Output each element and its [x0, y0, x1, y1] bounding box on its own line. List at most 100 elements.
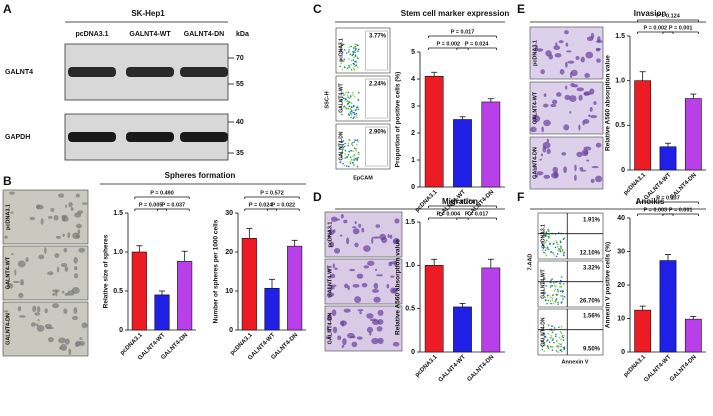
cell [72, 232, 80, 240]
flow-dot [353, 116, 355, 118]
flow-dot [557, 301, 559, 304]
flow-dot [558, 345, 560, 347]
cell [58, 193, 65, 198]
flow-dot [344, 157, 347, 159]
cell [540, 69, 545, 75]
bar [481, 101, 501, 188]
flow-dot [562, 346, 565, 349]
cell [339, 320, 348, 326]
flow-dot [356, 157, 358, 159]
cell [556, 92, 562, 97]
cell [11, 253, 14, 256]
cell [366, 313, 374, 319]
x-tick-label: GALNT4-WT [438, 354, 467, 383]
flow-dot [560, 343, 562, 346]
flow-dot [561, 335, 564, 337]
cell [534, 174, 539, 178]
flow-dot [544, 336, 547, 338]
cell [371, 337, 379, 345]
p-value: P = 0.024 [249, 202, 274, 208]
cell [351, 341, 358, 348]
y-axis-label: Number of spheres per 1000 cells [213, 219, 220, 323]
flow-dot [546, 339, 548, 342]
flow-dot [347, 96, 350, 98]
flow-plot [537, 308, 604, 356]
flow-dot [352, 155, 354, 158]
flow-dot [556, 288, 559, 291]
flow-dot [357, 140, 359, 143]
flow-dot [345, 52, 348, 54]
flow-dot [560, 338, 562, 341]
flow-dot [357, 50, 359, 53]
cell [565, 61, 568, 68]
cell [68, 348, 72, 356]
flow-dot [551, 285, 553, 287]
flow-dot [555, 240, 558, 242]
flow-dot [350, 149, 352, 152]
flow-dot [553, 327, 556, 329]
cell [546, 138, 550, 143]
flow-dot [356, 66, 359, 69]
flow-dot [350, 45, 353, 48]
flow-dot [541, 345, 544, 348]
flow-dot [541, 241, 543, 244]
cell-line: SK-Hep1 [131, 9, 165, 18]
flow-dot [347, 91, 350, 94]
cell [550, 103, 557, 108]
cell [326, 327, 330, 332]
cell [326, 286, 335, 290]
y-tick-label: 1.0 [615, 78, 625, 85]
flow-dot [341, 113, 343, 116]
flow-dot [556, 245, 559, 248]
flow-dot [551, 349, 554, 351]
cell [559, 69, 565, 75]
cell [589, 115, 598, 119]
y-tick-label: 1.5 [405, 219, 415, 226]
cell [373, 282, 379, 290]
cell [59, 346, 63, 350]
cell [334, 247, 341, 254]
y-tick-label: 2 [411, 130, 415, 137]
flow-dot [541, 231, 544, 233]
flow-dot [348, 49, 350, 51]
cell [377, 309, 384, 316]
flow-dot [353, 104, 355, 107]
flow-dot [349, 95, 352, 97]
x-tick-label: GALNT4-DN [669, 354, 698, 383]
y-tick-label: 40 [617, 215, 625, 222]
flow-dot [353, 112, 356, 114]
flow-dot [560, 245, 562, 248]
flow-dot [545, 285, 547, 287]
marker-label: 35 [236, 150, 244, 157]
gate [365, 30, 388, 71]
cell [329, 284, 337, 288]
cell [583, 91, 592, 96]
cell [580, 56, 585, 63]
flow-dot [341, 141, 344, 143]
flow-dot [350, 59, 353, 62]
flow-dot [545, 239, 548, 242]
flow-dot [552, 302, 555, 305]
flow-dot [352, 56, 355, 59]
flow-dot [355, 112, 358, 115]
cell [569, 95, 577, 102]
y-tick-label: 30 [617, 248, 625, 255]
cell [392, 237, 400, 245]
flow-dot [341, 44, 344, 46]
flow-dot [344, 153, 347, 155]
cell [79, 337, 83, 340]
x-tick-label: pcDNA3.1 [623, 172, 648, 197]
cell [590, 178, 595, 184]
cell [44, 308, 48, 314]
panel-title: Invasion [634, 9, 667, 18]
y-tick-label: 1.0 [113, 249, 123, 256]
cell [18, 315, 26, 318]
flow-dot [548, 236, 550, 239]
flow-dot [357, 99, 360, 101]
flow-dot [557, 303, 559, 305]
flow-percentage: 12.10% [580, 251, 601, 257]
bar [241, 238, 257, 331]
cell [392, 341, 400, 347]
cell [53, 215, 59, 221]
panel-letter: F [517, 190, 524, 204]
